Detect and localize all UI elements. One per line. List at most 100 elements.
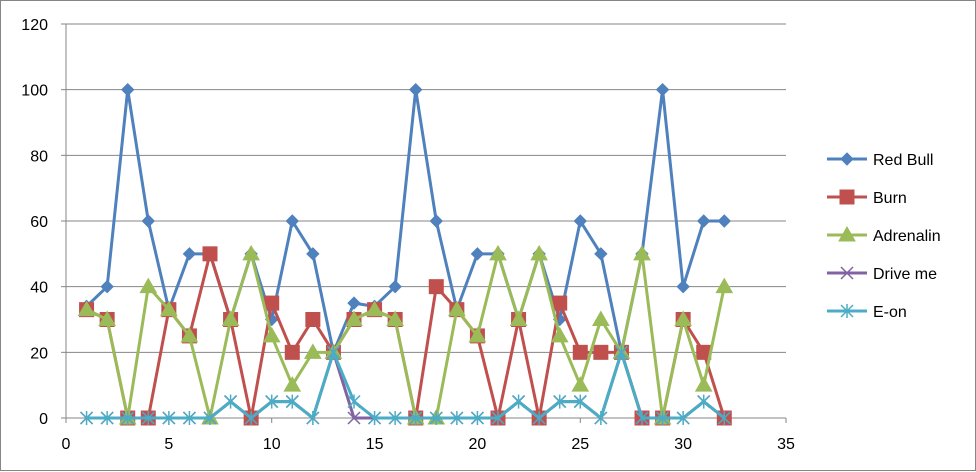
data-point-marker [388,279,402,294]
data-point-marker [840,152,854,166]
data-point-marker [100,279,114,294]
data-point-marker [572,344,588,360]
data-point-marker [409,82,423,97]
x-tick-label: 5 [164,436,173,453]
series-burn [79,246,732,426]
data-point-marker [571,376,590,392]
data-point-marker [121,82,135,97]
data-point-marker [306,411,320,425]
data-point-marker [121,411,135,425]
data-point-marker [697,394,711,409]
series-group [77,82,734,426]
data-point-marker [182,247,197,261]
data-point-marker [428,279,444,295]
legend-item-red-bull: Red Bull [827,152,933,169]
x-tick-label: 30 [674,436,692,453]
data-point-marker [450,411,464,425]
legend: Red Bull Burn Adrenalin Drive me E-on [827,152,941,321]
data-point-marker [345,310,363,326]
x-tick-label: 25 [571,436,589,453]
data-point-marker [512,394,526,409]
x-tick-label: 10 [263,436,281,453]
data-point-marker [470,411,484,425]
data-point-marker [368,411,382,425]
data-point-marker [162,411,176,425]
x-tick-label: 35 [777,436,795,453]
data-point-marker [717,411,731,425]
legend-label: Burn [873,190,907,207]
data-point-marker [388,411,402,425]
data-point-marker [306,247,320,261]
legend-item-burn: Burn [827,189,907,207]
data-point-marker [594,411,608,425]
data-point-marker [429,411,443,425]
data-point-marker [676,411,690,425]
y-tick-label: 0 [39,411,48,428]
data-point-marker [365,300,384,317]
y-tick-label: 40 [30,280,48,297]
data-point-marker [221,310,240,326]
data-point-marker [224,394,238,409]
data-point-marker [283,376,302,392]
x-tick-label: 15 [366,436,384,453]
data-point-marker [305,312,321,327]
data-point-marker [202,246,218,262]
x-tick-label: 0 [62,436,71,453]
data-point-marker [409,411,423,425]
data-point-marker [553,394,567,409]
data-point-marker [347,296,361,310]
legend-label: Red Bull [873,152,933,169]
data-point-marker [509,310,528,326]
data-point-marker [840,266,854,280]
data-point-marker [468,326,487,343]
data-point-marker [284,344,300,360]
series-line-e-on [86,350,726,420]
data-point-marker [532,411,546,425]
series-e-on [80,345,731,425]
data-point-marker [470,247,485,261]
data-point-marker [573,214,587,228]
data-point-marker [285,394,299,409]
data-point-marker [264,295,280,311]
data-point-marker [347,411,361,425]
data-point-marker [717,214,731,228]
data-point-marker [655,82,670,97]
data-point-marker [429,214,443,228]
data-point-marker [715,277,734,294]
data-point-marker [347,394,361,409]
data-point-marker [265,394,279,409]
data-point-marker [697,214,711,228]
legend-item-adrenalin: Adrenalin [827,225,941,245]
data-point-marker [674,310,693,326]
data-point-marker [550,326,569,343]
data-point-marker [326,345,340,360]
data-point-marker [694,376,713,392]
legend-item-drive-me: Drive me [827,266,937,283]
y-tick-label: 20 [30,345,48,362]
data-point-marker [633,244,651,261]
data-point-marker [141,411,155,425]
data-point-marker [838,225,856,242]
data-point-marker [303,343,322,359]
legend-label: Drive me [873,266,937,283]
data-point-marker [100,411,114,425]
y-tick-label: 60 [30,214,48,231]
data-point-marker [141,214,155,228]
data-point-marker [159,300,178,317]
legend-label: E-on [873,304,907,321]
data-point-marker [203,411,217,425]
legend-item-e-on: E-on [827,304,907,321]
data-point-marker [839,189,855,205]
data-point-marker [244,411,258,425]
x-tick-label: 20 [469,436,487,453]
data-point-marker [840,304,854,318]
data-point-marker [98,310,117,326]
gridlines [66,23,786,353]
series-line-adrenalin [85,252,726,420]
data-point-marker [489,244,507,261]
data-point-marker [676,279,690,294]
y-tick-label: 120 [21,17,48,34]
data-point-marker [386,310,405,326]
